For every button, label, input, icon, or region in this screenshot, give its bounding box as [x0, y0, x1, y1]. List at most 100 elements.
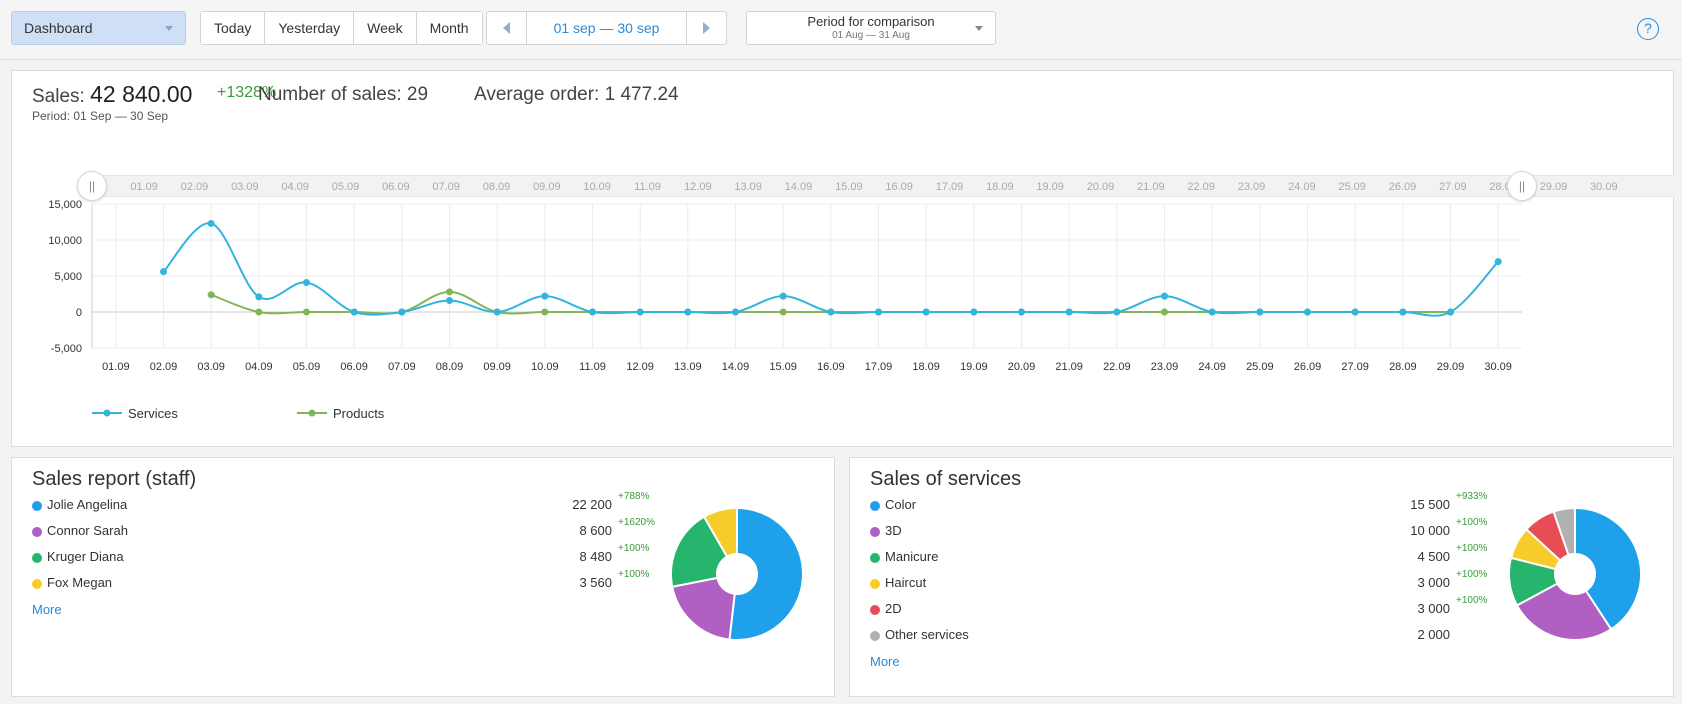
products-data-point[interactable]	[541, 308, 549, 316]
services-data-point[interactable]	[1351, 308, 1359, 316]
x-tick-label: 25.09	[1246, 361, 1274, 373]
products-data-point[interactable]	[1161, 308, 1168, 316]
pie-slice[interactable]	[1515, 582, 1613, 641]
services-data-point[interactable]	[1447, 308, 1454, 316]
chevron-down-icon	[165, 26, 173, 31]
services-data-point[interactable]	[446, 296, 453, 304]
products-legend-label[interactable]: Products	[333, 406, 385, 421]
products-data-point[interactable]	[255, 308, 263, 316]
services-data-point[interactable]	[1399, 308, 1407, 316]
week-button[interactable]: Week	[354, 12, 417, 44]
products-data-point[interactable]	[207, 291, 215, 299]
x-tick-label: 01.09	[102, 361, 130, 373]
services-data-point[interactable]	[398, 308, 406, 316]
scroller-date-label: 23.09	[1238, 181, 1266, 193]
services-data-point[interactable]	[1018, 308, 1025, 316]
list-item[interactable]: Other services 2 000	[870, 626, 1450, 646]
month-button[interactable]: Month	[416, 12, 482, 44]
sales-growth: +1328%	[217, 84, 277, 101]
pie-slice[interactable]	[1552, 506, 1576, 557]
scroller-date-label: 24.09	[1288, 181, 1316, 193]
help-icon[interactable]: ?	[1637, 18, 1659, 40]
previous-period-button[interactable]	[487, 12, 527, 44]
services-data-point[interactable]	[827, 308, 835, 316]
pie-slice[interactable]	[702, 506, 738, 559]
list-item[interactable]: Haircut 3 000	[870, 574, 1450, 594]
services-data-point[interactable]	[1256, 308, 1264, 316]
item-name: Color	[885, 497, 917, 512]
services-data-point[interactable]	[684, 308, 692, 316]
scroller-date-label: 16.09	[885, 181, 913, 193]
services-legend-marker	[103, 409, 111, 417]
services-data-point[interactable]	[922, 308, 930, 316]
scroller-date-label: 04.09	[281, 181, 309, 193]
scroller-date-label: 15.09	[835, 181, 863, 193]
y-tick-label: 0	[76, 307, 82, 319]
pie-slice[interactable]	[728, 506, 804, 641]
services-data-point[interactable]	[636, 308, 644, 316]
list-item[interactable]: 3D 10 000	[870, 522, 1450, 542]
next-period-button[interactable]	[686, 12, 726, 44]
scroller-date-label: 02.09	[181, 181, 209, 193]
services-data-point[interactable]	[541, 292, 549, 300]
services-data-point[interactable]	[875, 308, 882, 316]
x-tick-label: 10.09	[531, 361, 559, 373]
services-data-point[interactable]	[350, 308, 358, 316]
scroller-date-label: 01.09	[130, 181, 158, 193]
range-handle-right[interactable]: ||	[1507, 171, 1537, 201]
chart-range-scroller[interactable]: 01.09 02.09 03.09 04.09 05.09 06.09 07.09 08.09…	[88, 175, 1674, 197]
y-tick-label: 10,000	[48, 235, 82, 247]
item-value: 3 000	[1417, 601, 1450, 616]
services-data-point[interactable]	[1494, 258, 1502, 266]
list-item[interactable]: 2D 3 000	[870, 600, 1450, 620]
range-handle-left[interactable]: ||	[77, 171, 107, 201]
list-item[interactable]: Connor Sarah 8 600	[32, 522, 612, 542]
x-tick-label: 16.09	[817, 361, 845, 373]
comparison-period-select[interactable]: Period for comparison 01 Aug — 31 Aug	[746, 11, 996, 45]
today-button[interactable]: Today	[201, 12, 266, 44]
pie-slice[interactable]	[671, 576, 736, 641]
products-data-point[interactable]	[303, 308, 310, 316]
services-data-point[interactable]	[732, 308, 739, 316]
services-data-point[interactable]	[493, 308, 501, 316]
services-data-point[interactable]	[1208, 308, 1216, 316]
services-data-point[interactable]	[1161, 292, 1168, 300]
list-item[interactable]: Manicure 4 500	[870, 548, 1450, 568]
services-data-point[interactable]	[303, 278, 310, 286]
services-data-point[interactable]	[779, 292, 787, 300]
dashboard-select[interactable]: Dashboard	[11, 11, 186, 45]
list-item[interactable]: Jolie Angelina 22 200	[32, 496, 612, 516]
staff-more-link[interactable]: More	[32, 602, 62, 617]
list-item[interactable]: Kruger Diana 8 480	[32, 548, 612, 568]
staff-report-title: Sales report (staff)	[32, 468, 197, 490]
period-picker: 01 sep — 30 sep	[486, 11, 727, 45]
item-name: Manicure	[885, 549, 939, 564]
item-growth: +1620%	[618, 517, 655, 528]
services-data-point[interactable]	[255, 293, 263, 301]
services-data-point[interactable]	[160, 268, 167, 276]
dashboard-select-label: Dashboard	[24, 20, 93, 36]
scroller-date-label: 06.09	[382, 181, 410, 193]
services-data-point[interactable]	[589, 308, 596, 316]
services-more-link[interactable]: More	[870, 654, 900, 669]
list-item[interactable]: Color 15 500	[870, 496, 1450, 516]
list-item[interactable]: Fox Megan 3 560	[32, 574, 612, 594]
services-data-point[interactable]	[1113, 308, 1121, 316]
yesterday-button[interactable]: Yesterday	[265, 12, 355, 44]
scroller-date-label: 25.09	[1338, 181, 1366, 193]
x-tick-label: 30.09	[1484, 361, 1512, 373]
services-data-point[interactable]	[207, 219, 215, 227]
item-growth: +100%	[1456, 517, 1488, 528]
services-legend-label[interactable]: Services	[128, 406, 178, 421]
products-data-point[interactable]	[779, 308, 787, 316]
staff-pie-chart	[670, 506, 804, 641]
services-data-point[interactable]	[1065, 308, 1073, 316]
products-data-point[interactable]	[446, 288, 453, 296]
period-range[interactable]: 01 sep — 30 sep	[553, 20, 660, 36]
services-data-point[interactable]	[970, 308, 978, 316]
x-tick-label: 29.09	[1437, 361, 1465, 373]
y-tick-label: 5,000	[54, 271, 82, 283]
x-tick-label: 18.09	[912, 361, 940, 373]
x-tick-label: 14.09	[722, 361, 750, 373]
services-data-point[interactable]	[1304, 308, 1311, 316]
